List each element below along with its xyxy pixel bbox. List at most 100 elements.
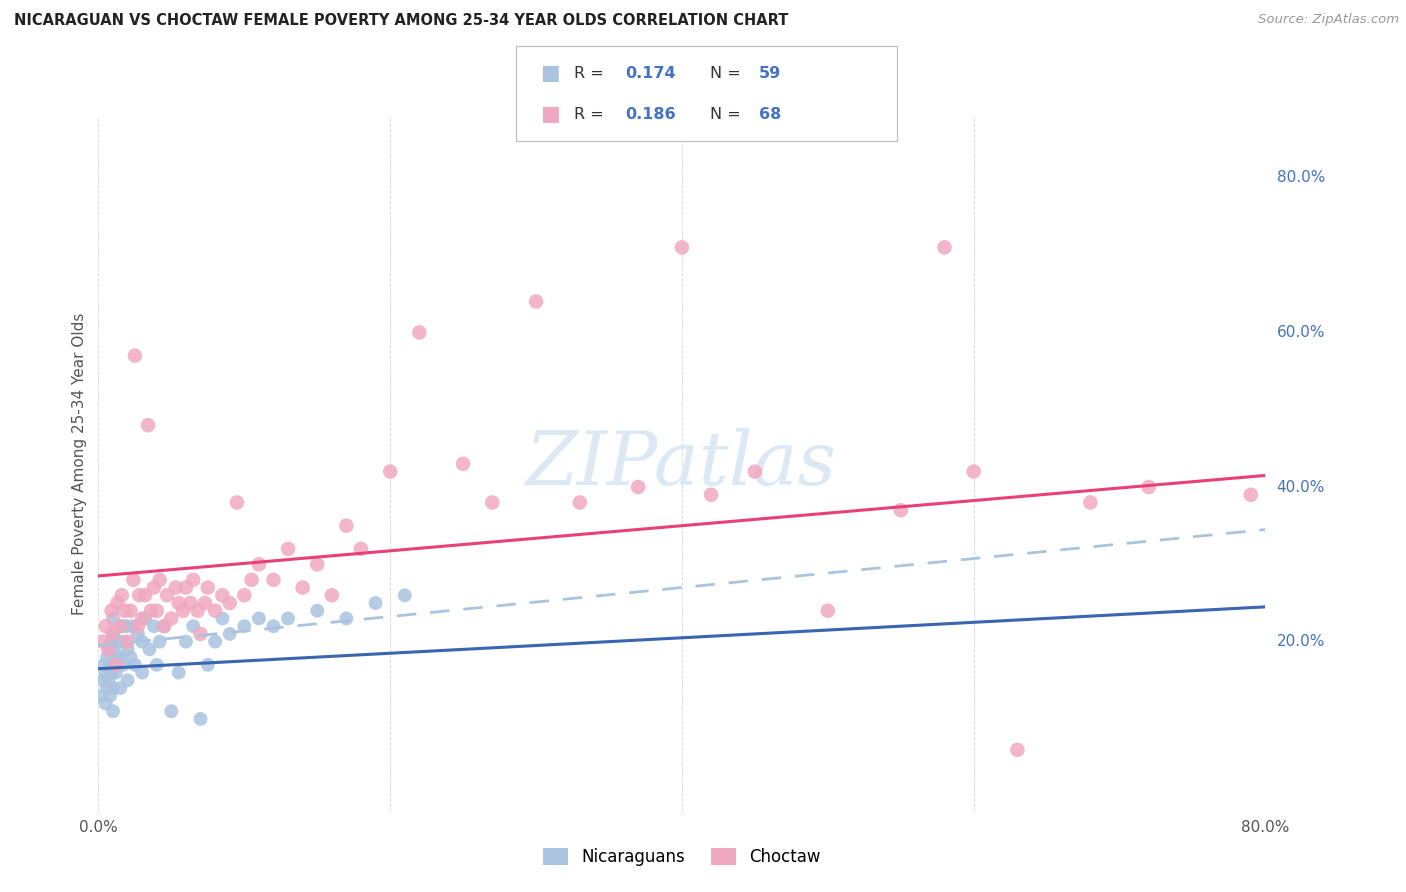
Point [96, 681, 118, 695]
Point [97, 642, 120, 657]
Point [165, 581, 187, 595]
Point [112, 657, 135, 672]
Point [100, 634, 122, 648]
Point [136, 418, 159, 433]
Point [104, 657, 127, 672]
Point [121, 619, 143, 633]
Point [451, 457, 474, 471]
Point [120, 604, 142, 618]
Point [142, 619, 165, 633]
Point [211, 611, 233, 625]
Point [138, 642, 160, 657]
Text: 0.174: 0.174 [626, 66, 676, 80]
Point [174, 581, 197, 595]
Point [100, 665, 122, 680]
Point [153, 619, 176, 633]
Point [101, 681, 124, 695]
Text: ■: ■ [540, 63, 560, 83]
Point [110, 650, 132, 665]
Point [408, 326, 430, 340]
Point [134, 588, 156, 602]
Point [1080, 495, 1102, 509]
Point [93, 657, 115, 672]
Point [94, 665, 117, 680]
Text: N =: N = [710, 66, 747, 80]
Text: 59: 59 [759, 66, 782, 80]
Point [262, 619, 284, 633]
Point [160, 611, 183, 625]
Text: 80.0%: 80.0% [1277, 170, 1324, 186]
Point [101, 611, 124, 625]
Text: 40.0%: 40.0% [1277, 480, 1324, 494]
Point [146, 657, 169, 672]
Point [97, 642, 120, 657]
Point [115, 619, 138, 633]
Text: R =: R = [574, 107, 609, 121]
Point [97, 673, 120, 688]
Point [124, 657, 146, 672]
Point [204, 634, 226, 648]
Point [124, 349, 146, 363]
Point [108, 634, 131, 648]
Text: ■: ■ [540, 104, 560, 124]
Point [247, 611, 270, 625]
Text: 60.0%: 60.0% [1277, 325, 1324, 340]
Point [817, 604, 839, 618]
Point [120, 650, 142, 665]
Point [94, 697, 117, 711]
Point [101, 627, 124, 641]
Point [167, 596, 190, 610]
Point [962, 465, 984, 479]
Point [131, 634, 153, 648]
Point [100, 604, 122, 618]
Point [627, 480, 650, 494]
Point [524, 294, 547, 309]
Point [172, 604, 194, 618]
Point [114, 604, 136, 618]
Point [364, 596, 387, 610]
Point [481, 495, 503, 509]
Point [174, 634, 197, 648]
Point [211, 588, 233, 602]
Point [98, 657, 121, 672]
Point [277, 611, 299, 625]
Point [194, 596, 217, 610]
Point [139, 604, 162, 618]
Text: 0.186: 0.186 [626, 107, 676, 121]
Point [233, 588, 256, 602]
Point [101, 704, 124, 718]
Point [156, 588, 179, 602]
Point [91, 634, 114, 648]
Point [146, 604, 169, 618]
Point [101, 657, 124, 672]
Point [321, 588, 343, 602]
Point [291, 581, 314, 595]
Point [98, 689, 121, 703]
Y-axis label: Female Poverty Among 25-34 Year Olds: Female Poverty Among 25-34 Year Olds [72, 313, 87, 615]
Point [105, 650, 128, 665]
Point [179, 596, 201, 610]
Point [568, 495, 591, 509]
Point [104, 665, 127, 680]
Point [307, 604, 329, 618]
Point [934, 240, 956, 254]
Point [277, 541, 299, 556]
Point [110, 681, 132, 695]
Point [218, 627, 240, 641]
Point [744, 465, 766, 479]
Point [307, 558, 329, 572]
Point [117, 642, 139, 657]
Point [131, 611, 153, 625]
Legend: Nicaraguans, Choctaw: Nicaraguans, Choctaw [537, 841, 827, 873]
Point [111, 588, 134, 602]
Point [134, 611, 156, 625]
Point [128, 588, 150, 602]
Text: Source: ZipAtlas.com: Source: ZipAtlas.com [1258, 13, 1399, 27]
Point [1007, 743, 1029, 757]
Point [204, 604, 226, 618]
Point [262, 573, 284, 587]
Point [1240, 488, 1263, 502]
Text: ZIPatlas: ZIPatlas [526, 427, 838, 500]
Point [240, 573, 263, 587]
Point [91, 673, 114, 688]
